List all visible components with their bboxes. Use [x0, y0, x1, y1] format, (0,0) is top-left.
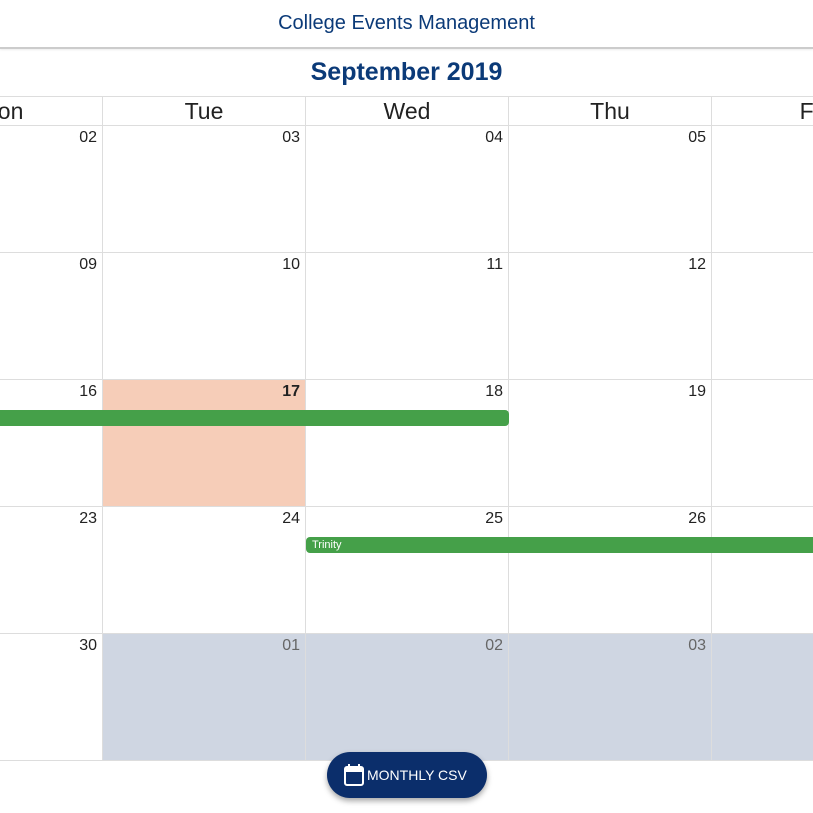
- day-cell[interactable]: 11: [305, 252, 508, 379]
- month-title: September 2019: [310, 58, 503, 86]
- day-number: 03: [282, 129, 300, 146]
- day-number: 05: [688, 129, 706, 146]
- app-title: College Events Management: [278, 12, 535, 34]
- day-number: 17: [282, 383, 300, 400]
- day-number: 09: [79, 256, 97, 273]
- day-cell[interactable]: 24: [102, 506, 305, 633]
- day-cell[interactable]: 03: [102, 125, 305, 252]
- top-bar: College Events Management: [0, 0, 813, 49]
- day-cell[interactable]: 10: [102, 252, 305, 379]
- button-label[interactable]: MONTHLY CSV: [367, 767, 467, 783]
- calendar-icon: [344, 764, 364, 786]
- day-number: 30: [79, 637, 97, 654]
- day-cell[interactable]: [711, 252, 813, 379]
- day-number: 02: [485, 637, 503, 654]
- day-number: 04: [485, 129, 503, 146]
- day-number: 16: [79, 383, 97, 400]
- weekday-header: Fri: [711, 96, 813, 125]
- day-number: 10: [282, 256, 300, 273]
- day-cell[interactable]: 26: [508, 506, 711, 633]
- monthly-csv-button[interactable]: MONTHLY CSV: [327, 752, 487, 798]
- day-cell[interactable]: 25: [305, 506, 508, 633]
- day-cell[interactable]: 05: [508, 125, 711, 252]
- day-number: 24: [282, 510, 300, 527]
- event-bar[interactable]: [0, 410, 509, 426]
- weekday-header: Thu: [508, 96, 711, 125]
- day-cell[interactable]: [711, 633, 813, 760]
- day-cell[interactable]: 09: [0, 252, 102, 379]
- day-number: 03: [688, 637, 706, 654]
- day-number: 19: [688, 383, 706, 400]
- day-cell[interactable]: 12: [508, 252, 711, 379]
- day-cell[interactable]: 17: [102, 379, 305, 506]
- day-number: 11: [486, 256, 503, 273]
- day-cell[interactable]: 03: [508, 633, 711, 760]
- day-cell[interactable]: [711, 125, 813, 252]
- day-cell[interactable]: [711, 506, 813, 633]
- day-number: 26: [688, 510, 706, 527]
- day-number: 12: [688, 256, 706, 273]
- day-number: 01: [282, 637, 300, 654]
- day-cell[interactable]: 02: [305, 633, 508, 760]
- day-cell[interactable]: 01: [102, 633, 305, 760]
- weekday-header: Tue: [102, 96, 305, 125]
- day-cell[interactable]: 18: [305, 379, 508, 506]
- day-cell[interactable]: 19: [508, 379, 711, 506]
- day-cell[interactable]: 04: [305, 125, 508, 252]
- day-cell[interactable]: [711, 379, 813, 506]
- day-number: 02: [79, 129, 97, 146]
- day-cell[interactable]: 16: [0, 379, 102, 506]
- day-cell[interactable]: 02: [0, 125, 102, 252]
- weekday-header: Wed: [305, 96, 508, 125]
- day-number: 25: [485, 510, 503, 527]
- day-number: 18: [485, 383, 503, 400]
- calendar-grid: MonTueWedThuFri 02 03 04 05 09 10 11 12 16 17 18 19 2…: [0, 96, 813, 761]
- day-cell[interactable]: 30: [0, 633, 102, 760]
- event-bar[interactable]: Trinity: [306, 537, 813, 553]
- day-cell[interactable]: 23: [0, 506, 102, 633]
- day-number: 23: [79, 510, 97, 527]
- weekday-header: Mon: [0, 96, 102, 125]
